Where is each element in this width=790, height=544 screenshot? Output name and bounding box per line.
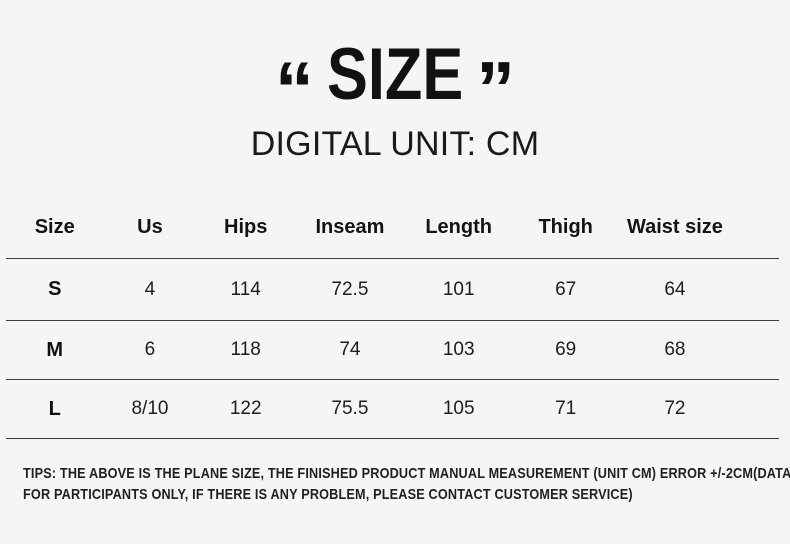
value-cell: 72 [664, 398, 686, 419]
value-cell: 71 [555, 398, 577, 419]
table-row: S 4 114 72.5 101 67 64 [6, 259, 779, 321]
title-text: SIZE [326, 34, 464, 115]
table-row: L 8/10 122 75.5 105 71 72 [6, 380, 779, 439]
value-cell: 105 [442, 398, 475, 419]
size-cell: M [46, 338, 64, 361]
unit-subtitle: DIGITAL UNIT: CM [250, 125, 540, 163]
table-header-row: Size Us Hips Inseam Length Thigh Waist s… [6, 196, 779, 259]
value-cell: 69 [555, 339, 577, 360]
value-cell: 74 [339, 339, 361, 360]
value-cell: 64 [664, 278, 686, 300]
value-cell: 6 [144, 339, 156, 360]
tips-note: TIPS: THE ABOVE IS THE PLANE SIZE, THE F… [23, 463, 790, 505]
header-waist-size: Waist size [626, 215, 723, 238]
close-quote-mark: ” [476, 45, 516, 133]
table-row: M 6 118 74 103 69 68 [6, 321, 779, 380]
value-cell: 101 [442, 278, 475, 300]
value-cell: 72.5 [331, 278, 369, 300]
value-cell: 8/10 [131, 398, 169, 419]
value-cell: 4 [144, 278, 156, 300]
value-cell: 114 [230, 278, 261, 300]
header-size: Size [34, 215, 75, 238]
value-cell: 118 [230, 339, 261, 360]
value-cell: 75.5 [331, 398, 369, 419]
value-cell: 122 [229, 398, 262, 419]
header-us: Us [137, 215, 163, 238]
page-title: “SIZE” [0, 33, 790, 128]
value-cell: 68 [664, 339, 686, 360]
size-cell: S [48, 278, 62, 300]
header-hips: Hips [224, 215, 268, 238]
header-thigh: Thigh [538, 215, 593, 238]
value-cell: 67 [555, 278, 577, 300]
size-table: Size Us Hips Inseam Length Thigh Waist s… [6, 196, 779, 439]
header-length: Length [425, 215, 492, 238]
tips-line-1: TIPS: THE ABOVE IS THE PLANE SIZE, THE F… [23, 465, 790, 482]
value-cell: 103 [442, 339, 475, 360]
tips-line-2: FOR PARTICIPANTS ONLY, IF THERE IS ANY P… [23, 486, 633, 503]
open-quote-mark: “ [274, 45, 314, 133]
header-inseam: Inseam [315, 215, 385, 238]
size-cell: L [48, 397, 61, 420]
